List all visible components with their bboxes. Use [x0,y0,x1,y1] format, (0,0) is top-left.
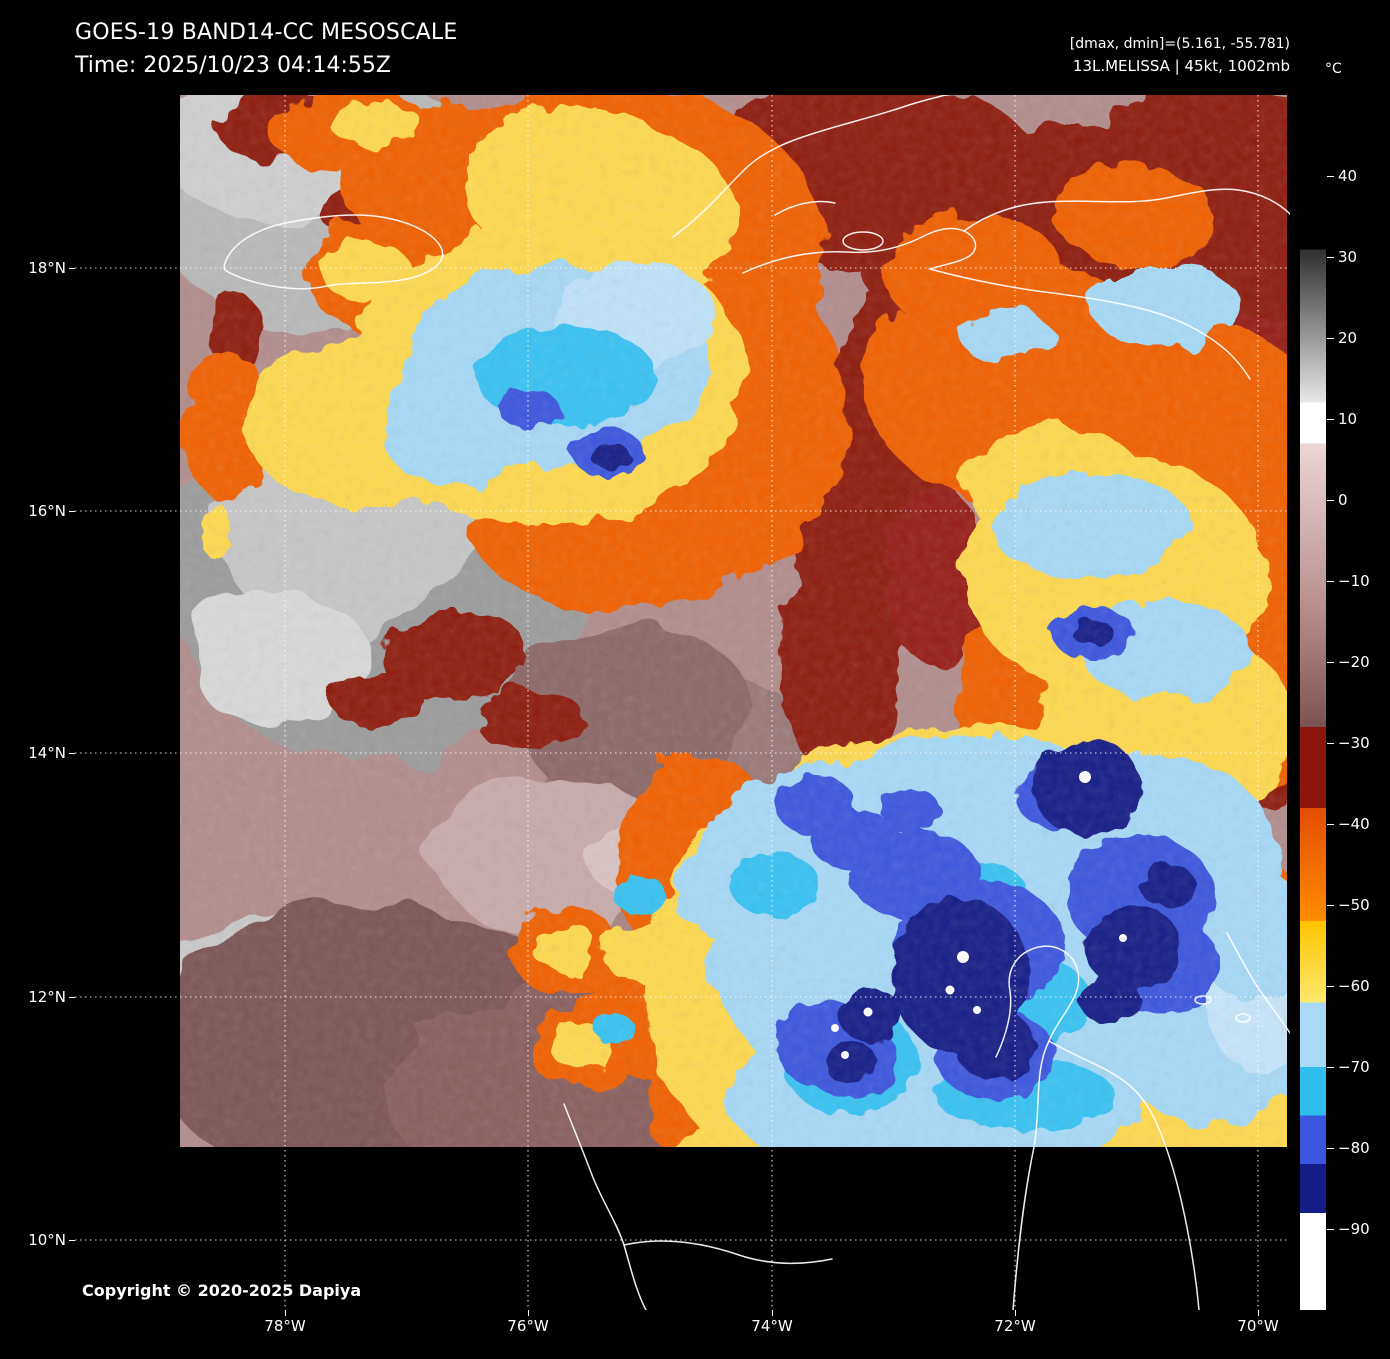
lat-tick-mark [69,753,75,754]
colorbar-tick-mark [1327,824,1334,825]
lon-label: 74°W [751,1317,793,1335]
colorbar-tick-label: −40 [1338,815,1370,833]
timestamp-text: Time: 2025/10/23 04:14:55Z [75,53,391,78]
colorbar-tick-mark [1327,986,1334,987]
lon-tick-mark [772,1310,773,1316]
lat-label: 18°N [28,259,66,277]
lon-label: 76°W [507,1317,549,1335]
colorbar-tick-mark [1327,419,1334,420]
colorbar-tick-mark [1327,176,1334,177]
colorbar-tick-mark [1327,581,1334,582]
lon-tick-mark [285,1310,286,1316]
lat-label: 14°N [28,744,66,762]
colorbar-tick-mark [1327,905,1334,906]
coastline-guajira-west [995,945,1080,1311]
colorbar-tick-mark [1327,257,1334,258]
coastline-southamerica-west [563,1103,647,1311]
lat-label: 10°N [28,1231,66,1249]
map-plot-area [75,92,1291,1311]
colorbar-tick-label: −50 [1338,896,1370,914]
colorbar-tick-label: −90 [1338,1220,1370,1238]
colorbar-unit-label: °C [1325,61,1342,77]
colorbar-tick-mark [1327,743,1334,744]
colorbar-tick-label: 40 [1338,167,1358,185]
coastline-guajira-east [1048,1040,1200,1311]
noise-texture [180,95,1287,1147]
coastline-cuba [672,92,954,238]
colorbar-tick-label: −10 [1338,572,1370,590]
storm-info-text: 13L.MELISSA | 45kt, 1002mb [1072,57,1290,75]
colorbar-tick-label: 0 [1338,491,1348,509]
colorbar-tick-label: 30 [1338,248,1358,266]
lat-tick-mark [69,511,75,512]
coastline-cuba-inlet [774,200,836,216]
satellite-data-layer [180,95,1287,1147]
colorbar-tick-label: 10 [1338,410,1358,428]
coastlines [223,92,1291,1311]
coastline-gonave-island [842,231,884,251]
lon-label: 72°W [994,1317,1036,1335]
copyright-text: Copyright © 2020-2025 Dapiya [82,1281,362,1300]
satellite-image [75,92,1291,1311]
colorbar-tick-mark [1327,1148,1334,1149]
colorbar-tick-label: 20 [1338,329,1358,347]
coastline-southamerica-east [623,1240,833,1265]
lon-tick-mark [528,1310,529,1316]
colorbar-tick-mark [1327,500,1334,501]
colorbar-tick-mark [1327,338,1334,339]
coastline-hispaniola-north [963,188,1291,232]
colorbar-tick-label: −70 [1338,1058,1370,1076]
lon-tick-mark [1015,1310,1016,1316]
lon-label: 78°W [264,1317,306,1335]
colorbar-tick-mark [1327,662,1334,663]
coastline-island-b [1235,1013,1251,1023]
coastline-island-a [1194,995,1212,1005]
coastline-venezuela [1226,932,1291,1034]
colorbar-tick-mark [1327,1229,1334,1230]
lat-tick-mark [69,997,75,998]
range-info-text: [dmax, dmin]=(5.161, -55.781) [1069,36,1290,52]
lat-tick-mark [69,1240,75,1241]
colorbar-tick-label: −30 [1338,734,1370,752]
lon-label: 70°W [1237,1317,1279,1335]
lat-tick-mark [69,268,75,269]
page-title: GOES-19 BAND14-CC MESOSCALE [75,20,458,45]
colorbar-tick-mark [1327,1067,1334,1068]
coastline-hispaniola-south [742,227,1251,380]
lat-label: 12°N [28,988,66,1006]
colorbar-tick-label: −20 [1338,653,1370,671]
colorbar-tick-label: −60 [1338,977,1370,995]
colorbar-tick-label: −80 [1338,1139,1370,1157]
lat-label: 16°N [28,502,66,520]
coastline-jamaica [223,214,444,290]
colorbar [1300,95,1326,1310]
lon-tick-mark [1258,1310,1259,1316]
